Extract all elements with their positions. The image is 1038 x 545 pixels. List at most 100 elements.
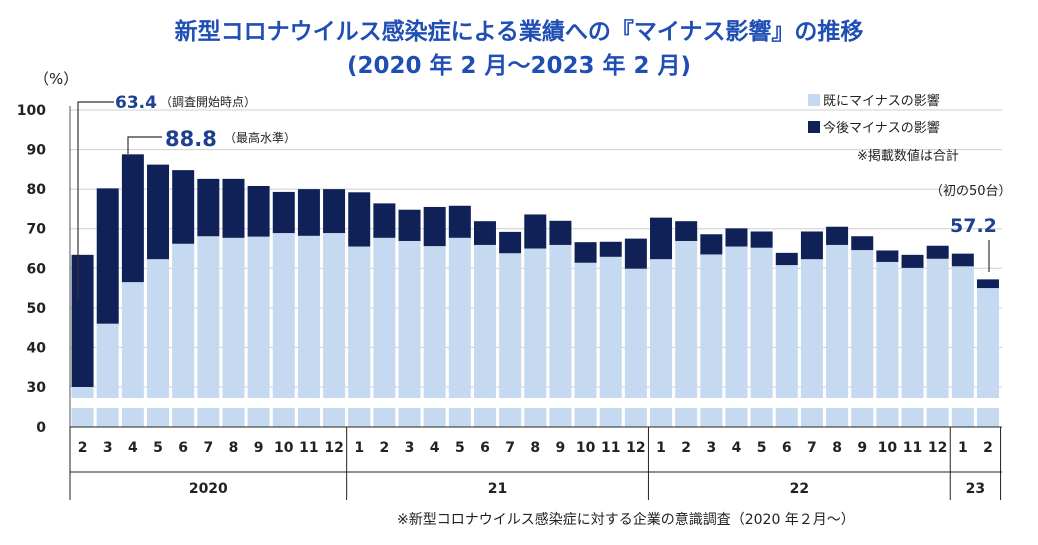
- bar-already: [851, 250, 874, 427]
- legend-label-already: 既にマイナスの影響: [823, 93, 940, 109]
- bar-already: [951, 266, 974, 427]
- bar-future: [650, 217, 673, 260]
- bar-future: [373, 203, 396, 238]
- bar-future: [423, 206, 446, 247]
- legend-note: ※掲載数値は合計: [857, 148, 959, 164]
- x-tick-label: 12: [928, 440, 947, 456]
- bar-future: [499, 231, 522, 254]
- bar-future: [700, 234, 723, 255]
- bar-future: [524, 214, 547, 249]
- x-tick-label: 7: [505, 440, 515, 456]
- legend-label-future: 今後マイナスの影響: [823, 120, 940, 136]
- bar-future: [348, 192, 371, 247]
- bar-future: [197, 178, 220, 237]
- x-tick-label: 10: [576, 440, 596, 456]
- x-tick-label: 1: [354, 440, 364, 456]
- max-note-label: （最高水準）: [224, 130, 296, 145]
- chart-subtitle: (2020 年 2 月～2023 年 2 月): [346, 53, 692, 79]
- x-tick-label: 4: [430, 440, 440, 456]
- bar-future: [624, 238, 647, 269]
- x-tick-label: 10: [274, 440, 294, 456]
- max-callout-line: [127, 136, 162, 154]
- x-tick-label: 2: [681, 440, 691, 456]
- bar-future: [323, 189, 346, 234]
- x-tick-label: 1: [656, 440, 666, 456]
- bar-future: [926, 245, 949, 259]
- bar-future: [448, 205, 471, 238]
- x-tick-label: 10: [878, 440, 898, 456]
- bar-already: [700, 254, 723, 427]
- bar-future: [398, 209, 421, 241]
- y-axis-unit: （%）: [34, 70, 78, 88]
- bar-already: [297, 235, 320, 427]
- last-note-label: （初の50台）: [930, 184, 1012, 199]
- source-note: ※新型コロナウイルス感染症に対する企業の意識調査（2020 年２月～）: [397, 511, 855, 528]
- bar-future: [800, 231, 823, 260]
- bar-already: [398, 240, 421, 427]
- bar-future: [549, 220, 572, 245]
- x-tick-label: 7: [203, 440, 213, 456]
- start-callout-line: [77, 101, 114, 300]
- bar-already: [448, 237, 471, 427]
- bar-already: [725, 246, 748, 427]
- bar-already: [775, 265, 798, 427]
- chart-title: 新型コロナウイルス感染症による業績への『マイナス影響』の推移: [174, 19, 864, 45]
- y-tick-label: 30: [27, 380, 47, 396]
- bar-already: [599, 256, 622, 427]
- bar-future: [71, 254, 94, 387]
- bar-already: [323, 233, 346, 427]
- bar-future: [901, 254, 924, 268]
- x-tick-label: 4: [128, 440, 138, 456]
- x-tick-label: 3: [706, 440, 716, 456]
- bar-already: [624, 268, 647, 427]
- bar-already: [876, 261, 899, 427]
- start-note-label: （調査開始時点）: [160, 95, 256, 109]
- bar-future: [96, 188, 119, 324]
- x-tick-label: 7: [807, 440, 817, 456]
- x-tick-label: 3: [103, 440, 113, 456]
- x-tick-label: 8: [832, 440, 842, 456]
- x-tick-label: 11: [601, 440, 620, 456]
- x-tick-label: 12: [324, 440, 343, 456]
- max-value-label: 88.8: [165, 127, 217, 151]
- x-tick-label: 2: [380, 440, 390, 456]
- bar-future: [222, 178, 245, 238]
- bar-future: [826, 226, 849, 245]
- x-tick-label: 3: [405, 440, 415, 456]
- bar-already: [373, 237, 396, 427]
- year-label: 22: [790, 481, 809, 497]
- bar-already: [247, 236, 270, 427]
- y-tick-label: 60: [27, 261, 47, 277]
- bar-future: [750, 231, 773, 248]
- bar-future: [599, 241, 622, 257]
- bar-future: [473, 221, 496, 245]
- bar-future: [272, 191, 295, 234]
- year-label: 21: [488, 481, 507, 497]
- bar-already: [800, 259, 823, 427]
- bar-future: [147, 164, 170, 260]
- x-tick-label: 9: [254, 440, 264, 456]
- y-tick-label: 90: [27, 143, 47, 159]
- start-value-label: 63.4: [115, 93, 157, 113]
- bars-layer: [71, 154, 999, 427]
- year-label: 23: [966, 481, 985, 497]
- bar-future: [574, 242, 597, 263]
- bar-already: [826, 244, 849, 427]
- bar-future: [876, 250, 899, 262]
- last-value-label: 57.2: [950, 215, 997, 237]
- x-tick-label: 8: [229, 440, 239, 456]
- bar-already: [473, 244, 496, 427]
- x-tick-label: 6: [782, 440, 792, 456]
- bar-already: [121, 282, 144, 427]
- bar-future: [121, 154, 144, 283]
- bar-already: [423, 246, 446, 427]
- y-tick-label: 0: [36, 420, 46, 436]
- bar-already: [750, 247, 773, 427]
- y-tick-label: 80: [27, 182, 47, 198]
- bar-future: [851, 236, 874, 251]
- bar-already: [222, 237, 245, 427]
- bar-already: [574, 262, 597, 427]
- bar-already: [197, 236, 220, 427]
